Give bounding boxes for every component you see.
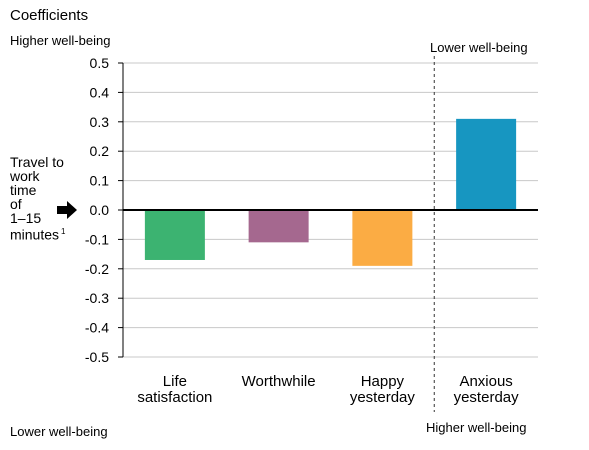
reference-line: of (10, 196, 22, 212)
y-tick-label: 0.1 (90, 173, 110, 189)
y-tick-label: -0.5 (85, 349, 109, 365)
bar (248, 210, 309, 243)
reference-line: minutes 1 (10, 225, 70, 242)
y-tick-label: -0.3 (85, 290, 109, 306)
y-tick-label: 0.5 (90, 55, 110, 71)
bar (144, 210, 205, 260)
bar (456, 118, 517, 210)
right-bottom-note: Higher well-being (426, 420, 527, 435)
x-tick-label: Worthwhile (242, 373, 316, 390)
x-tick-label: satisfaction (137, 389, 212, 406)
x-tick-label: Life (163, 373, 187, 390)
x-tick-label: yesterday (454, 389, 520, 406)
y-tick-label: 0.2 (90, 143, 110, 159)
x-tick-label: Happy (361, 373, 405, 390)
bar (352, 210, 413, 266)
right-arrow-icon (57, 201, 77, 219)
chart-title: Coefficients (10, 7, 89, 24)
reference-line: work (10, 168, 40, 184)
y-tick-label: -0.4 (85, 320, 109, 336)
right-top-note: Lower well-being (430, 40, 528, 55)
reference-line: time (10, 182, 37, 198)
reference-line: Travel to (10, 154, 64, 170)
x-tick-label: Anxious (459, 373, 512, 390)
reference-category-label: Travel to work time of 1–15 minutes 1 (10, 155, 70, 242)
x-tick-label: yesterday (350, 389, 416, 406)
footnote-marker: 1 (61, 227, 66, 236)
reference-line: 1–15 (10, 210, 42, 226)
left-bottom-note: Lower well-being (10, 424, 108, 439)
y-tick-label: 0.4 (90, 84, 110, 100)
y-tick-label: -0.1 (85, 231, 109, 247)
y-tick-label: -0.2 (85, 261, 109, 277)
left-top-note: Higher well-being (10, 33, 111, 48)
reference-line-text: minutes (10, 226, 60, 243)
y-tick-label: 0.0 (90, 202, 110, 218)
y-tick-label: 0.3 (90, 114, 110, 130)
